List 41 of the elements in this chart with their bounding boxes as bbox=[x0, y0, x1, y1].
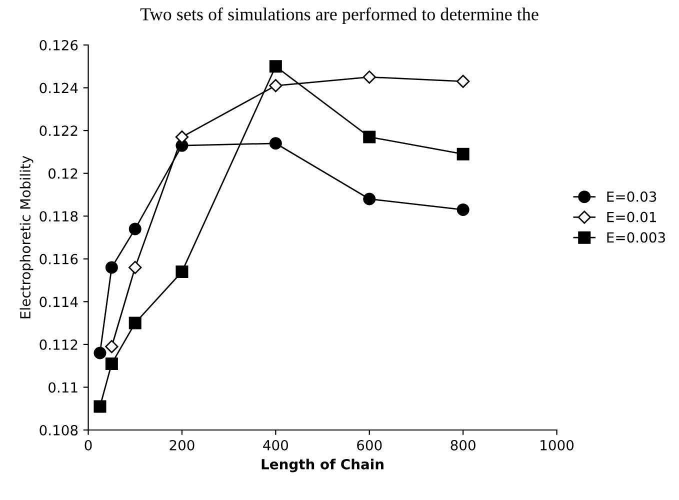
x-tick-label: 1000 bbox=[540, 440, 574, 450]
legend-label: E=0.003 bbox=[607, 232, 665, 243]
y-tick-label: 0.116 bbox=[40, 254, 78, 264]
y-tick-label: 0.124 bbox=[40, 82, 78, 94]
x-tick-label: 800 bbox=[450, 440, 476, 450]
point bbox=[363, 192, 376, 206]
point bbox=[128, 260, 142, 274]
y-tick-label: 0.126 bbox=[40, 40, 78, 50]
point bbox=[94, 400, 106, 413]
y-tick-label: 0.11 bbox=[48, 382, 78, 393]
y-tick-label: 0.108 bbox=[40, 424, 78, 436]
point bbox=[456, 148, 470, 160]
point bbox=[105, 261, 118, 274]
point bbox=[175, 130, 189, 144]
text: Two sets of simulations are performed to determine the bbox=[140, 8, 538, 24]
x-tick-label: 600 bbox=[357, 440, 382, 450]
x-tick-label: 200 bbox=[170, 440, 194, 450]
point bbox=[128, 316, 142, 330]
point bbox=[269, 79, 282, 92]
y-tick-label: 0.122 bbox=[40, 126, 78, 136]
point bbox=[94, 346, 106, 360]
point bbox=[362, 70, 376, 84]
x-tick-label: 400 bbox=[263, 440, 288, 450]
point bbox=[456, 203, 470, 216]
point bbox=[176, 265, 188, 278]
point bbox=[269, 60, 282, 73]
legend-label: E=0.03 bbox=[607, 191, 656, 202]
point bbox=[128, 222, 142, 236]
x-tick-label: 0 bbox=[84, 440, 92, 450]
legend-label: E=0.01 bbox=[607, 212, 656, 222]
point bbox=[269, 137, 282, 150]
point bbox=[456, 74, 470, 88]
y-tick-label: 0.12 bbox=[48, 168, 78, 179]
y-tick-label: 0.112 bbox=[40, 339, 78, 350]
x-axis-title: Length of Chain bbox=[262, 458, 384, 472]
point bbox=[105, 340, 118, 354]
y-axis-title: Electrophoretic Mobility bbox=[20, 156, 34, 318]
point bbox=[105, 357, 118, 370]
point bbox=[363, 130, 376, 144]
y-tick-label: 0.118 bbox=[40, 211, 78, 222]
y-tick-label: 0.114 bbox=[40, 296, 78, 308]
